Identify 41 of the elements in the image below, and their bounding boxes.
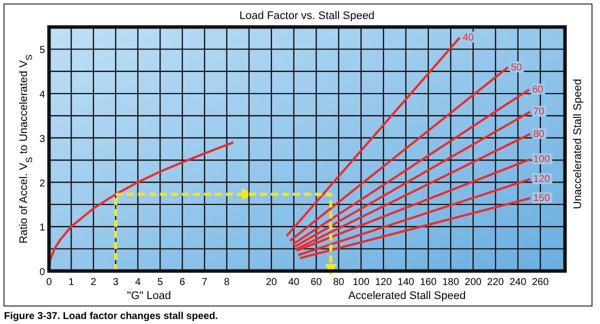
y-tick-label: 2 xyxy=(39,178,46,190)
x-tick-label: 20 xyxy=(266,277,278,288)
x-tick-label: 240 xyxy=(510,277,527,288)
x-tick-label: 160 xyxy=(420,277,438,288)
y-tick-label: 0 xyxy=(39,267,46,278)
series-label: 80 xyxy=(533,128,545,140)
series-label: 150 xyxy=(533,193,550,204)
series-label: 60 xyxy=(532,84,544,96)
x-tick-label: 260 xyxy=(532,277,550,288)
x-axis-title: Accelerated Stall Speed xyxy=(348,290,466,302)
series-label: 70 xyxy=(533,106,545,118)
series-label: 100 xyxy=(533,154,550,166)
series-label: 40 xyxy=(462,32,474,44)
x-tick-label: 8 xyxy=(224,277,230,288)
x-tick-label: 80 xyxy=(333,277,345,288)
chart-title: Load Factor vs. Stall Speed xyxy=(239,10,375,22)
y-tick-label: 5 xyxy=(39,45,46,56)
x-tick-label: 180 xyxy=(442,277,460,288)
x-tick-label: 6 xyxy=(180,277,186,288)
x-tick-label: 100 xyxy=(352,277,370,288)
x-tick-label: 40 xyxy=(288,277,300,288)
series-label: 120 xyxy=(533,174,550,186)
x-tick-label: 60 xyxy=(310,277,322,288)
x-tick-label: 3 xyxy=(112,277,119,288)
x-tick-label: 0 xyxy=(46,277,52,288)
x-tick-label: 5 xyxy=(157,277,164,288)
x-tick-label: 220 xyxy=(487,277,504,288)
caption: Figure 3-37. Load factor changes stall speed. xyxy=(4,311,218,322)
x-tick-label: 7 xyxy=(202,277,208,288)
y-tick-label: 4 xyxy=(39,90,46,101)
x-tick-label: 4 xyxy=(135,277,142,288)
y2-axis-title: Unaccelerated Stall Speed xyxy=(572,78,584,210)
series-label: 50 xyxy=(510,62,522,74)
x-tick-label: 200 xyxy=(464,277,482,288)
x-axis-title: "G" Load xyxy=(127,290,171,302)
y-tick-label: 3 xyxy=(39,134,46,145)
x-tick-label: 2 xyxy=(90,277,97,288)
y-tick-label: 1 xyxy=(39,222,46,234)
x-tick-label: 140 xyxy=(398,277,415,288)
x-tick-label: 1 xyxy=(68,277,74,288)
x-tick-label: 120 xyxy=(375,277,392,288)
